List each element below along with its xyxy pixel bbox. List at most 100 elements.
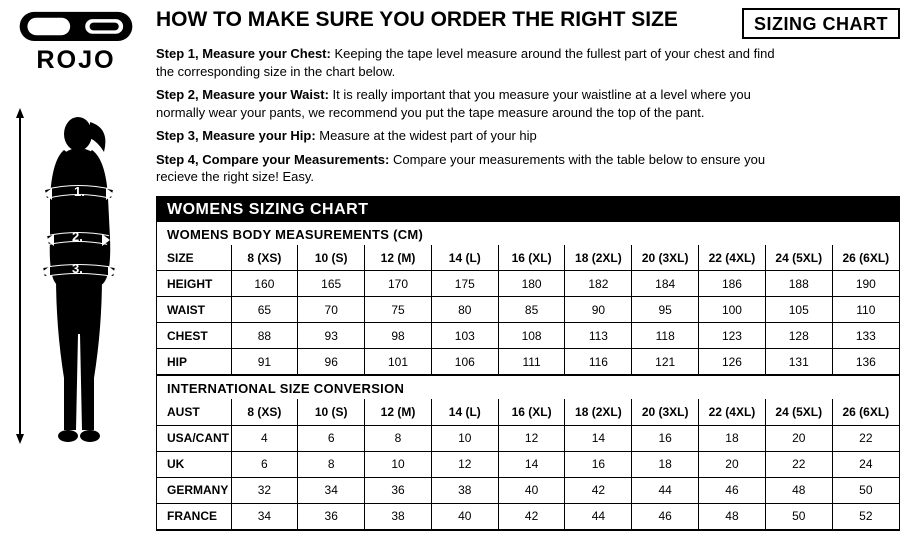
- cell: 12: [431, 451, 498, 477]
- cell: 160: [231, 271, 298, 297]
- cell: 48: [699, 503, 766, 529]
- size-col-4: 16 (XL): [498, 245, 565, 271]
- cell: 101: [365, 349, 432, 375]
- step-3-text: Measure at the widest part of your hip: [316, 128, 537, 143]
- cell: 52: [832, 503, 899, 529]
- step-3-label: Step 3, Measure your Hip:: [156, 128, 316, 143]
- row-label: HEIGHT: [157, 271, 231, 297]
- cell: 34: [231, 503, 298, 529]
- sizing-badge: SIZING CHART: [742, 8, 900, 39]
- size-header-row: AUST8 (XS)10 (S)12 (M)14 (L)16 (XL)18 (2…: [157, 399, 899, 425]
- cell: 65: [231, 297, 298, 323]
- cell: 50: [765, 503, 832, 529]
- table-row: HIP9196101106111116121126131136: [157, 349, 899, 375]
- cell: 182: [565, 271, 632, 297]
- cell: 123: [699, 323, 766, 349]
- cell: 93: [298, 323, 365, 349]
- cell: 36: [365, 477, 432, 503]
- cell: 133: [832, 323, 899, 349]
- cell: 118: [632, 323, 699, 349]
- cell: 88: [231, 323, 298, 349]
- cell: 36: [298, 503, 365, 529]
- row-label: FRANCE: [157, 503, 231, 529]
- size-col-9: 26 (6XL): [832, 245, 899, 271]
- cell: 128: [765, 323, 832, 349]
- step-4: Step 4, Compare your Measurements: Compa…: [156, 151, 776, 186]
- cell: 98: [365, 323, 432, 349]
- size-col-8: 24 (5XL): [765, 245, 832, 271]
- cell: 113: [565, 323, 632, 349]
- cell: 16: [565, 451, 632, 477]
- cell: 18: [699, 425, 766, 451]
- size-col-3: 14 (L): [431, 399, 498, 425]
- cell: 103: [431, 323, 498, 349]
- table-row: WAIST65707580859095100105110: [157, 297, 899, 323]
- cell: 20: [765, 425, 832, 451]
- cell: 131: [765, 349, 832, 375]
- cell: 165: [298, 271, 365, 297]
- table-row: FRANCE34363840424446485052: [157, 503, 899, 529]
- size-header-row: SIZE8 (XS)10 (S)12 (M)14 (L)16 (XL)18 (2…: [157, 245, 899, 271]
- size-col-8: 24 (5XL): [765, 399, 832, 425]
- size-col-6: 20 (3XL): [632, 245, 699, 271]
- cell: 90: [565, 297, 632, 323]
- svg-text:2.: 2.: [72, 229, 83, 244]
- cell: 24: [832, 451, 899, 477]
- cell: 22: [832, 425, 899, 451]
- cell: 6: [298, 425, 365, 451]
- table-row: GERMANY32343638404244464850: [157, 477, 899, 503]
- cell: 10: [431, 425, 498, 451]
- cell: 126: [699, 349, 766, 375]
- right-column: HOW TO MAKE SURE YOU ORDER THE RIGHT SIZ…: [156, 8, 900, 531]
- cell: 186: [699, 271, 766, 297]
- cell: 116: [565, 349, 632, 375]
- cell: 188: [765, 271, 832, 297]
- cell: 8: [365, 425, 432, 451]
- cell: 16: [632, 425, 699, 451]
- cell: 70: [298, 297, 365, 323]
- step-1-label: Step 1, Measure your Chest:: [156, 46, 331, 61]
- step-1: Step 1, Measure your Chest: Keeping the …: [156, 45, 776, 80]
- cell: 42: [498, 503, 565, 529]
- size-col-2: 12 (M): [365, 399, 432, 425]
- size-col-5: 18 (2XL): [565, 245, 632, 271]
- size-label-cell: SIZE: [157, 245, 231, 271]
- cell: 38: [365, 503, 432, 529]
- page: ROJO: [0, 0, 912, 539]
- cell: 46: [699, 477, 766, 503]
- cell: 175: [431, 271, 498, 297]
- size-col-7: 22 (4XL): [699, 245, 766, 271]
- size-col-0: 8 (XS): [231, 245, 298, 271]
- size-col-1: 10 (S): [298, 399, 365, 425]
- cell: 170: [365, 271, 432, 297]
- cell: 4: [231, 425, 298, 451]
- cell: 75: [365, 297, 432, 323]
- step-3: Step 3, Measure your Hip: Measure at the…: [156, 127, 776, 145]
- size-col-4: 16 (XL): [498, 399, 565, 425]
- header-row: HOW TO MAKE SURE YOU ORDER THE RIGHT SIZ…: [156, 8, 900, 39]
- cell: 32: [231, 477, 298, 503]
- cell: 14: [498, 451, 565, 477]
- cell: 10: [365, 451, 432, 477]
- size-col-6: 20 (3XL): [632, 399, 699, 425]
- cell: 44: [632, 477, 699, 503]
- size-col-7: 22 (4XL): [699, 399, 766, 425]
- cell: 34: [298, 477, 365, 503]
- step-2: Step 2, Measure your Waist: It is really…: [156, 86, 776, 121]
- cell: 105: [765, 297, 832, 323]
- table-row: CHEST889398103108113118123128133: [157, 323, 899, 349]
- size-label-cell: AUST: [157, 399, 231, 425]
- cell: 38: [431, 477, 498, 503]
- intl-conversion-table: AUST8 (XS)10 (S)12 (M)14 (L)16 (XL)18 (2…: [157, 399, 899, 530]
- cell: 42: [565, 477, 632, 503]
- cell: 50: [832, 477, 899, 503]
- row-label: CHEST: [157, 323, 231, 349]
- cell: 95: [632, 297, 699, 323]
- cell: 12: [498, 425, 565, 451]
- chart-title: WOMENS SIZING CHART: [157, 197, 899, 221]
- cell: 40: [431, 503, 498, 529]
- cell: 184: [632, 271, 699, 297]
- cell: 46: [632, 503, 699, 529]
- cell: 111: [498, 349, 565, 375]
- cell: 8: [298, 451, 365, 477]
